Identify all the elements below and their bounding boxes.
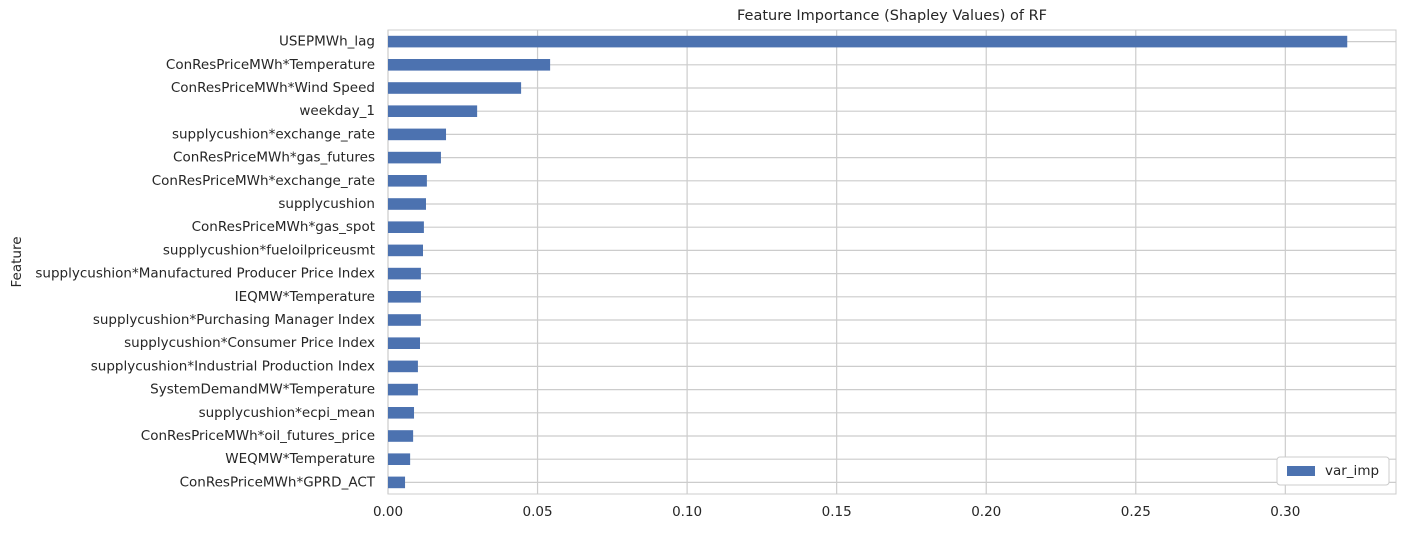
bar bbox=[388, 360, 418, 373]
bar bbox=[388, 221, 424, 233]
x-tick-label: 0.10 bbox=[672, 504, 702, 520]
y-tick-label: supplycushion*fueloilpriceusmt bbox=[163, 242, 375, 258]
bar bbox=[388, 407, 415, 419]
y-tick-label: ConResPriceMWh*Wind Speed bbox=[171, 80, 375, 96]
y-tick-label: ConResPriceMWh*exchange_rate bbox=[152, 173, 375, 189]
bar bbox=[388, 383, 418, 396]
x-tick-label: 0.30 bbox=[1270, 504, 1300, 520]
legend-label: var_imp bbox=[1325, 463, 1379, 479]
y-axis-label: Feature bbox=[9, 236, 25, 287]
y-tick-label: supplycushion*Industrial Production Inde… bbox=[91, 358, 375, 374]
x-tick-label: 0.15 bbox=[822, 504, 852, 520]
x-tick-label: 0.25 bbox=[1121, 504, 1151, 520]
y-tick-label: ConResPriceMWh*GPRD_ACT bbox=[180, 474, 376, 490]
y-tick-label: supplycushion bbox=[278, 196, 375, 212]
x-tick-label: 0.05 bbox=[523, 504, 553, 520]
y-tick-label: WEQMW*Temperature bbox=[225, 451, 375, 467]
bar bbox=[388, 267, 421, 280]
y-tick-label: supplycushion*Purchasing Manager Index bbox=[93, 312, 375, 328]
bar bbox=[388, 128, 447, 141]
y-tick-label: weekday_1 bbox=[299, 103, 375, 119]
bar bbox=[388, 430, 414, 442]
bar bbox=[388, 175, 427, 187]
bar bbox=[388, 453, 411, 465]
x-tick-label: 0.00 bbox=[373, 504, 403, 520]
y-tick-label: ConResPriceMWh*gas_spot bbox=[192, 219, 375, 235]
y-tick-label: supplycushion*ecpi_mean bbox=[199, 405, 375, 421]
plot-area bbox=[387, 29, 1397, 495]
chart-title: Feature Importance (Shapley Values) of R… bbox=[737, 8, 1047, 24]
bar bbox=[388, 82, 522, 94]
legend-swatch bbox=[1287, 466, 1315, 476]
bar bbox=[388, 59, 551, 71]
bar bbox=[388, 198, 426, 210]
bar bbox=[388, 476, 406, 489]
bar bbox=[388, 105, 478, 117]
y-tick-label: IEQMW*Temperature bbox=[235, 289, 375, 305]
y-tick-label: SystemDemandMW*Temperature bbox=[150, 382, 375, 398]
bar bbox=[388, 151, 441, 164]
y-tick-label: supplycushion*Manufactured Producer Pric… bbox=[35, 266, 375, 282]
bar bbox=[388, 244, 423, 257]
y-tick-label: USEPMWh_lag bbox=[279, 34, 375, 50]
y-tick-label: ConResPriceMWh*Temperature bbox=[166, 57, 375, 73]
legend-box bbox=[1276, 456, 1390, 486]
y-tick-label: supplycushion*exchange_rate bbox=[172, 126, 375, 142]
x-tick-label: 0.20 bbox=[971, 504, 1001, 520]
bar bbox=[388, 337, 421, 349]
y-tick-label: ConResPriceMWh*gas_futures bbox=[173, 150, 375, 166]
bar bbox=[388, 35, 1348, 48]
bar bbox=[388, 314, 421, 326]
y-tick-label: supplycushion*Consumer Price Index bbox=[124, 335, 375, 351]
bar bbox=[388, 291, 421, 303]
y-tick-label: ConResPriceMWh*oil_futures_price bbox=[141, 428, 375, 444]
